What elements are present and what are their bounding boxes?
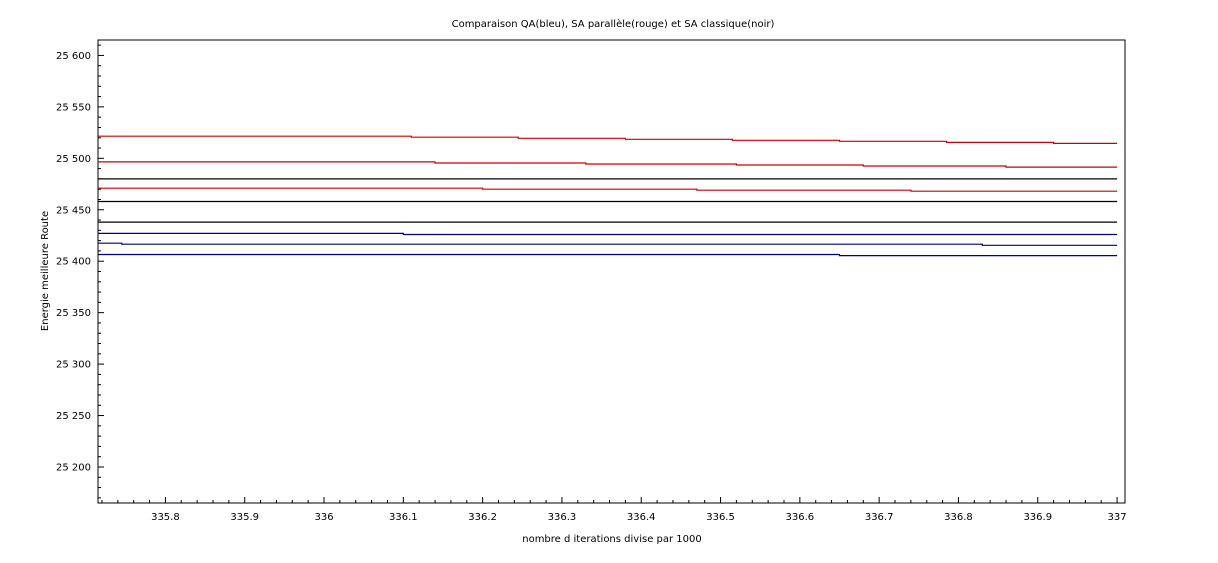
y-tick-label: 25 350 <box>56 308 91 319</box>
x-tick-label: 336.1 <box>389 512 418 523</box>
x-tick-label: 336.6 <box>786 512 815 523</box>
y-tick-label: 25 200 <box>56 462 91 473</box>
series-layer <box>98 135 1118 257</box>
y-tick-label: 25 600 <box>56 51 91 62</box>
x-tick-label: 336 <box>314 512 333 523</box>
y-tick-label: 25 300 <box>56 360 91 371</box>
y-tick-label: 25 400 <box>56 257 91 268</box>
y-tick-label: 25 550 <box>56 102 91 113</box>
series-line-2 <box>98 161 1118 168</box>
x-axis: 335.8 335.9 336 336.1 336.2 336.3 336.4 336.5 33… <box>101 497 1127 523</box>
x-tick-label: 337 <box>1108 512 1127 523</box>
x-tick-label: 335.8 <box>151 512 180 523</box>
x-tick-label: 336.2 <box>468 512 497 523</box>
x-tick-label: 336.4 <box>627 512 656 523</box>
x-tick-label: 335.9 <box>230 512 259 523</box>
y-axis: 25 200 25 250 25 300 25 350 25 400 25 450 25 5… <box>56 44 104 499</box>
series-line-1 <box>98 135 1118 144</box>
y-tick-label: 25 500 <box>56 154 91 165</box>
series-line-7 <box>98 232 1118 236</box>
series-line-9 <box>98 253 1118 257</box>
x-tick-label: 336.8 <box>944 512 973 523</box>
y-axis-label: Energie meilleure Route <box>40 211 51 331</box>
x-tick-label: 336.9 <box>1023 512 1052 523</box>
x-tick-label: 336.5 <box>706 512 735 523</box>
series-line-8 <box>98 242 1118 246</box>
chart-title: Comparaison QA(bleu), SA parallèle(rouge… <box>452 18 775 30</box>
series-line-3 <box>98 187 1118 192</box>
plot-frame <box>97 39 1126 504</box>
x-tick-label: 336.7 <box>865 512 894 523</box>
y-tick-label: 25 250 <box>56 411 91 422</box>
x-tick-label: 336.3 <box>548 512 577 523</box>
x-axis-label: nombre d iterations divise par 1000 <box>522 534 702 545</box>
y-tick-label: 25 450 <box>56 205 91 216</box>
